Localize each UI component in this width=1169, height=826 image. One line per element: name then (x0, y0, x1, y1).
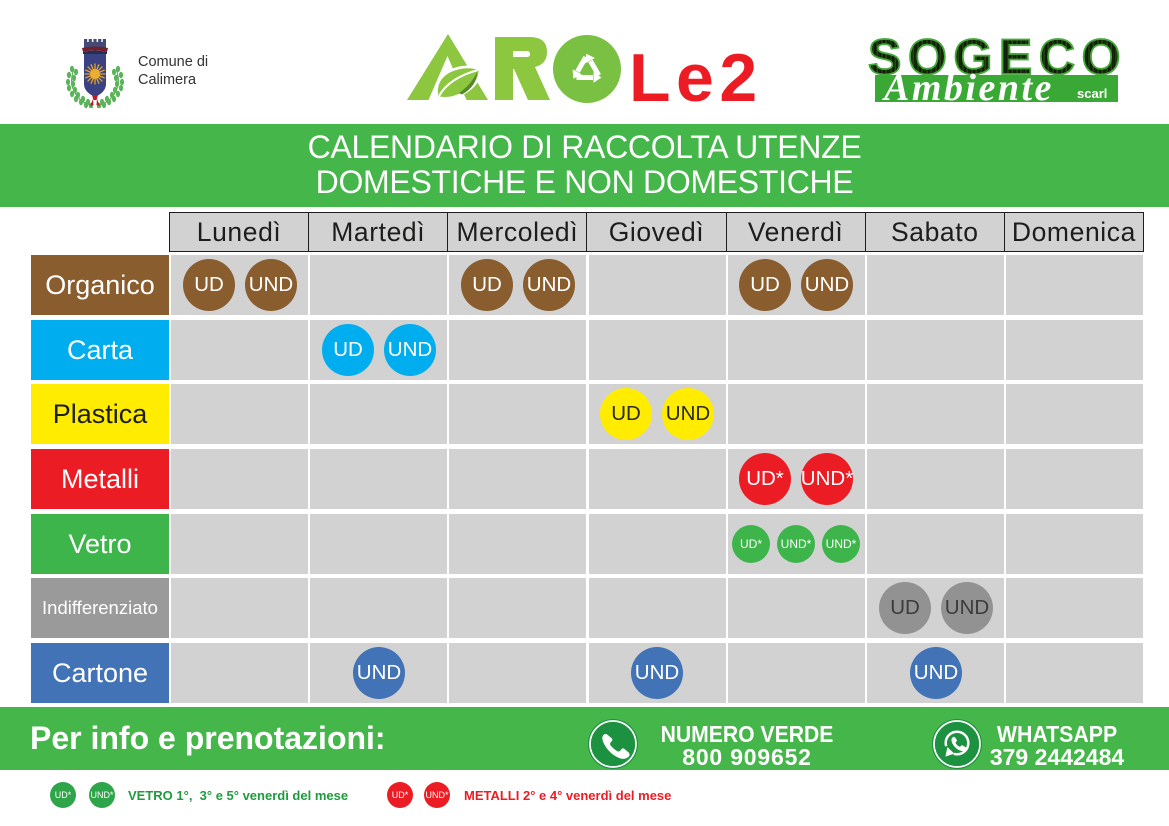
svg-text:Ambiente: Ambiente (882, 67, 1054, 107)
svg-text:Le2: Le2 (629, 40, 759, 106)
svg-text:scarl: scarl (1077, 86, 1107, 101)
